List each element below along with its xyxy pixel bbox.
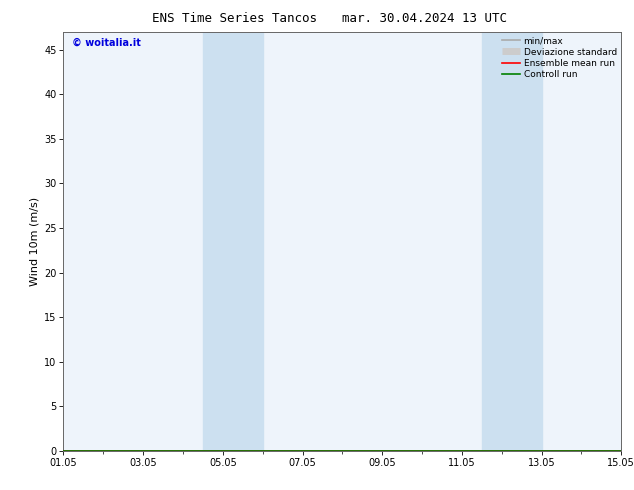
Bar — [482, 32, 541, 451]
Legend: min/max, Deviazione standard, Ensemble mean run, Controll run: min/max, Deviazione standard, Ensemble m… — [500, 35, 619, 81]
Y-axis label: Wind 10m (m/s): Wind 10m (m/s) — [30, 197, 40, 286]
Text: © woitalia.it: © woitalia.it — [72, 38, 141, 48]
Text: mar. 30.04.2024 13 UTC: mar. 30.04.2024 13 UTC — [342, 12, 507, 25]
Bar — [203, 32, 262, 451]
Text: ENS Time Series Tancos: ENS Time Series Tancos — [152, 12, 317, 25]
